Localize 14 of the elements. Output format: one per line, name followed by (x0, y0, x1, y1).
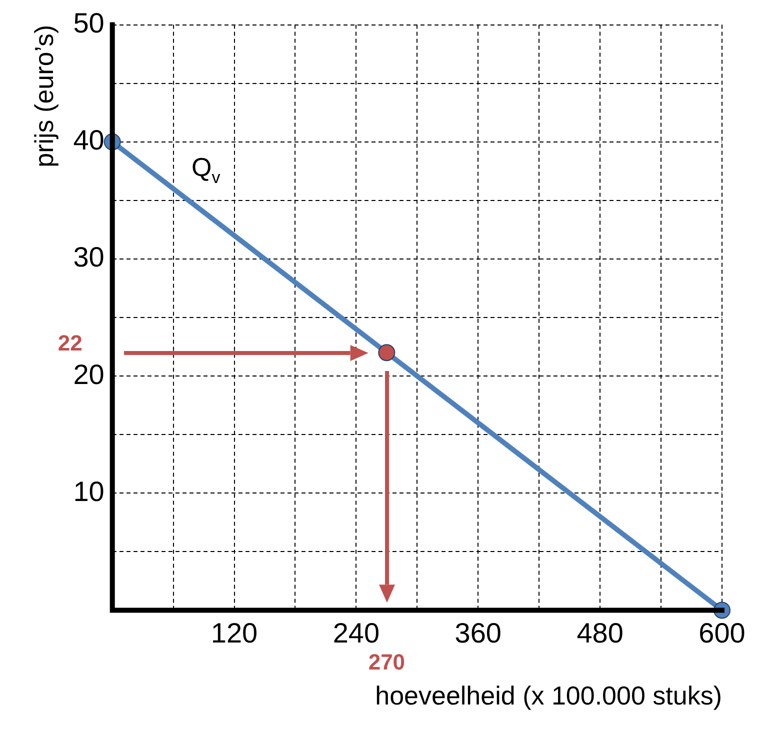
ref-line-label: 270 (368, 649, 406, 674)
y-tick-label: 20 (73, 358, 104, 390)
x-tick-label: 600 (698, 618, 746, 649)
y-tick-label: 50 (73, 8, 104, 39)
x-tick-label: 480 (576, 618, 624, 649)
ref-line-label: 22 (58, 330, 82, 356)
x-tick-label: 240 (332, 618, 380, 649)
x-tick-label: 120 (210, 618, 258, 649)
x-axis-title: hoeveelheid (x 100.000 stuks) (375, 680, 722, 711)
y-tick-label: 40 (73, 124, 104, 156)
y-axis-title: prijs (euro’s) (28, 24, 59, 168)
y-tick-label: 30 (73, 242, 104, 273)
x-tick-label: 360 (454, 618, 502, 649)
y-tick-label: 10 (73, 476, 104, 507)
